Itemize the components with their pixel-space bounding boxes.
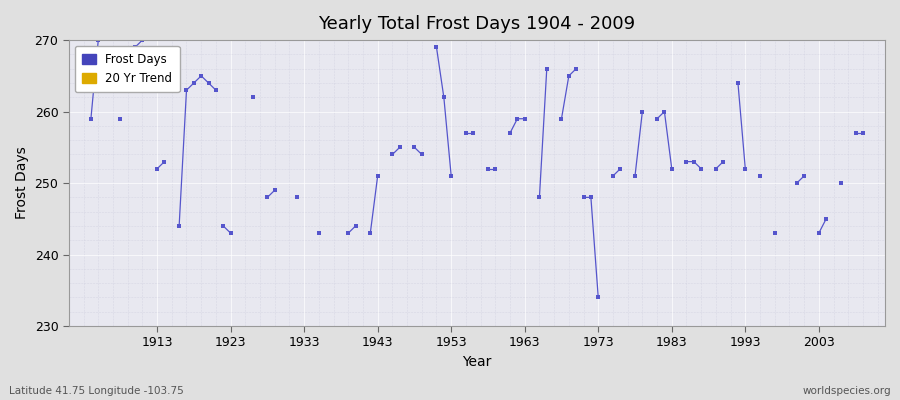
Legend: Frost Days, 20 Yr Trend: Frost Days, 20 Yr Trend <box>75 46 179 92</box>
Text: Latitude 41.75 Longitude -103.75: Latitude 41.75 Longitude -103.75 <box>9 386 184 396</box>
Title: Yearly Total Frost Days 1904 - 2009: Yearly Total Frost Days 1904 - 2009 <box>319 15 635 33</box>
Y-axis label: Frost Days: Frost Days <box>15 147 29 220</box>
X-axis label: Year: Year <box>463 355 491 369</box>
Text: worldspecies.org: worldspecies.org <box>803 386 891 396</box>
